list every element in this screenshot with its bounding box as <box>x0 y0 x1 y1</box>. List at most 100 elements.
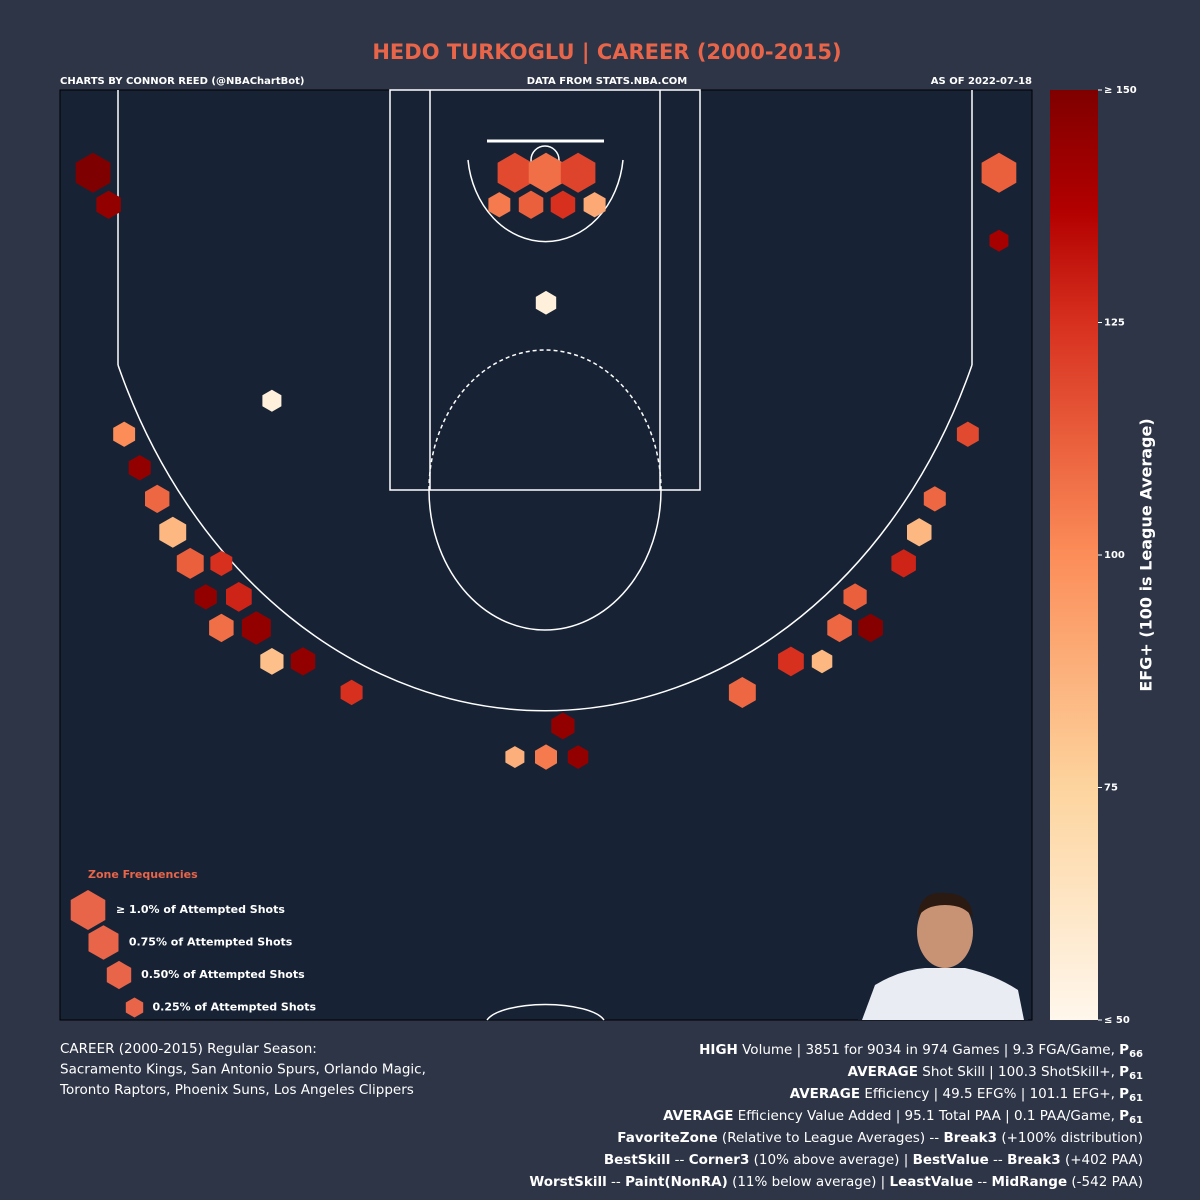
date: AS OF 2022-07-18 <box>931 76 1032 87</box>
hex <box>210 550 233 576</box>
credit: CHARTS BY CONNOR REED (@NBAChartBot) <box>60 76 304 87</box>
hex <box>981 152 1017 193</box>
footer-stat-segment: (Relative to League Averages) -- <box>718 1130 944 1146</box>
size-legend-title: Zone Frequencies <box>88 868 198 881</box>
footer-stat-segment: Efficiency Value Added | 95.1 Total PAA … <box>733 1108 1119 1124</box>
hex <box>159 516 187 548</box>
hex <box>194 584 217 610</box>
footer-stat-segment: P <box>1119 1064 1129 1080</box>
size-legend-label: 0.50% of Attempted Shots <box>141 968 305 981</box>
footer-stat-line: WorstSkill -- Paint(NonRA) (11% below av… <box>529 1174 1143 1190</box>
footer-stat-segment: Efficiency | 49.5 EFG% | 101.1 EFG+, <box>860 1086 1119 1102</box>
footer-stat-segment: (+402 PAA) <box>1061 1152 1143 1168</box>
hex <box>843 583 867 611</box>
colorbar-tick-label: ≥ 150 <box>1104 85 1137 96</box>
footer-stat-line: BestSkill -- Corner3 (10% above average)… <box>604 1152 1143 1168</box>
hex <box>989 229 1009 252</box>
hex <box>113 421 136 447</box>
size-legend-label: ≥ 1.0% of Attempted Shots <box>116 903 285 916</box>
footer-stat-segment: -- <box>607 1174 625 1190</box>
footer-stat-segment: (+100% distribution) <box>997 1130 1143 1146</box>
hex <box>858 613 883 643</box>
footer-stat-segment: Shot Skill | 100.3 ShotSkill+, <box>918 1064 1119 1080</box>
footer-stat-segment: 61 <box>1129 1071 1143 1082</box>
footer-stat-segment: P <box>1119 1086 1129 1102</box>
colorbar <box>1050 90 1098 1020</box>
hex <box>528 152 564 193</box>
footer-stat-segment: -- <box>670 1152 688 1168</box>
hex <box>923 486 946 512</box>
footer-stat-line: FavoriteZone (Relative to League Average… <box>617 1130 1143 1146</box>
footer-stat-segment: FavoriteZone <box>617 1130 717 1146</box>
footer-stat-segment: BestSkill <box>604 1152 671 1168</box>
hex <box>262 389 282 412</box>
footer-stat-segment: AVERAGE <box>790 1086 860 1102</box>
footer-stat-segment: P <box>1119 1108 1129 1124</box>
footer-stat-segment: Paint(NonRA) <box>625 1174 728 1190</box>
hex <box>505 746 525 768</box>
hex <box>290 647 316 676</box>
hex <box>891 549 916 578</box>
hex <box>518 190 544 219</box>
colorbar-tick-label: 100 <box>1104 550 1125 561</box>
hex <box>145 484 170 513</box>
hex <box>728 677 756 708</box>
size-legend-hex <box>125 997 144 1018</box>
footer-stat-segment: (-542 PAA) <box>1067 1174 1143 1190</box>
hex <box>827 613 852 643</box>
colorbar-tick-label: ≤ 50 <box>1104 1015 1130 1026</box>
footer-stat-segment: AVERAGE <box>663 1108 733 1124</box>
player-photo <box>858 880 1028 1020</box>
footer-stat-segment: 61 <box>1129 1093 1143 1104</box>
hex <box>260 648 284 675</box>
hex <box>128 455 151 481</box>
hex <box>488 192 511 218</box>
hex <box>96 190 121 219</box>
footer-stat-segment: (11% below average) | <box>728 1174 890 1190</box>
hex <box>209 613 234 643</box>
chart-title: HEDO TURKOGLU | CAREER (2000-2015) <box>372 40 841 65</box>
hex <box>560 152 596 193</box>
footer-stat-segment: 66 <box>1129 1049 1143 1060</box>
footer-stat-segment: -- <box>973 1174 991 1190</box>
footer-stat-segment: Break3 <box>1007 1152 1061 1168</box>
footer-stat-segment: (10% above average) | <box>749 1152 912 1168</box>
hex <box>226 582 252 612</box>
hex <box>551 712 575 740</box>
size-legend-label: 0.75% of Attempted Shots <box>129 936 293 949</box>
hex <box>176 547 204 579</box>
footer-stat-segment: Corner3 <box>689 1152 750 1168</box>
footer-stat-line: AVERAGE Efficiency | 49.5 EFG% | 101.1 E… <box>790 1086 1143 1104</box>
footer-left-line: Sacramento Kings, San Antonio Spurs, Orl… <box>60 1062 426 1078</box>
footer-stat-line: AVERAGE Efficiency Value Added | 95.1 To… <box>663 1108 1143 1126</box>
hex <box>550 190 576 219</box>
footer-stat-segment: WorstSkill <box>529 1174 606 1190</box>
hex <box>956 421 979 447</box>
court-lines <box>117 89 973 1021</box>
hex <box>907 518 932 547</box>
size-legend-hex <box>106 960 132 990</box>
footer-stat-segment: LeastValue <box>890 1174 974 1190</box>
hex <box>497 152 533 193</box>
footer-stat-segment: Volume | 3851 for 9034 in 974 Games | 9.… <box>738 1042 1119 1058</box>
footer-left-line: Toronto Raptors, Phoenix Suns, Los Angel… <box>59 1082 414 1098</box>
footer-stat-segment: -- <box>989 1152 1007 1168</box>
colorbar-tick-label: 75 <box>1104 783 1118 794</box>
colorbar-tick-label: 125 <box>1104 318 1125 329</box>
hex <box>535 290 557 315</box>
footer-stat-segment: BestValue <box>913 1152 989 1168</box>
footer-stat-segment: HIGH <box>699 1042 738 1058</box>
hex <box>535 744 557 770</box>
size-legend-label: 0.25% of Attempted Shots <box>153 1001 317 1014</box>
footer-stat-segment: MidRange <box>991 1174 1067 1190</box>
colorbar-label: EFG+ (100 is League Average) <box>1137 418 1156 691</box>
hex <box>811 649 833 674</box>
hex <box>567 745 589 769</box>
size-legend-hex <box>70 890 106 930</box>
footer-stat-segment: 61 <box>1129 1115 1143 1126</box>
footer-stat-line: HIGH Volume | 3851 for 9034 in 974 Games… <box>699 1042 1143 1060</box>
source: DATA FROM STATS.NBA.COM <box>527 76 688 87</box>
footer-left-line: CAREER (2000-2015) Regular Season: <box>60 1041 317 1057</box>
footer-stat-line: AVERAGE Shot Skill | 100.3 ShotSkill+, P… <box>848 1064 1143 1082</box>
